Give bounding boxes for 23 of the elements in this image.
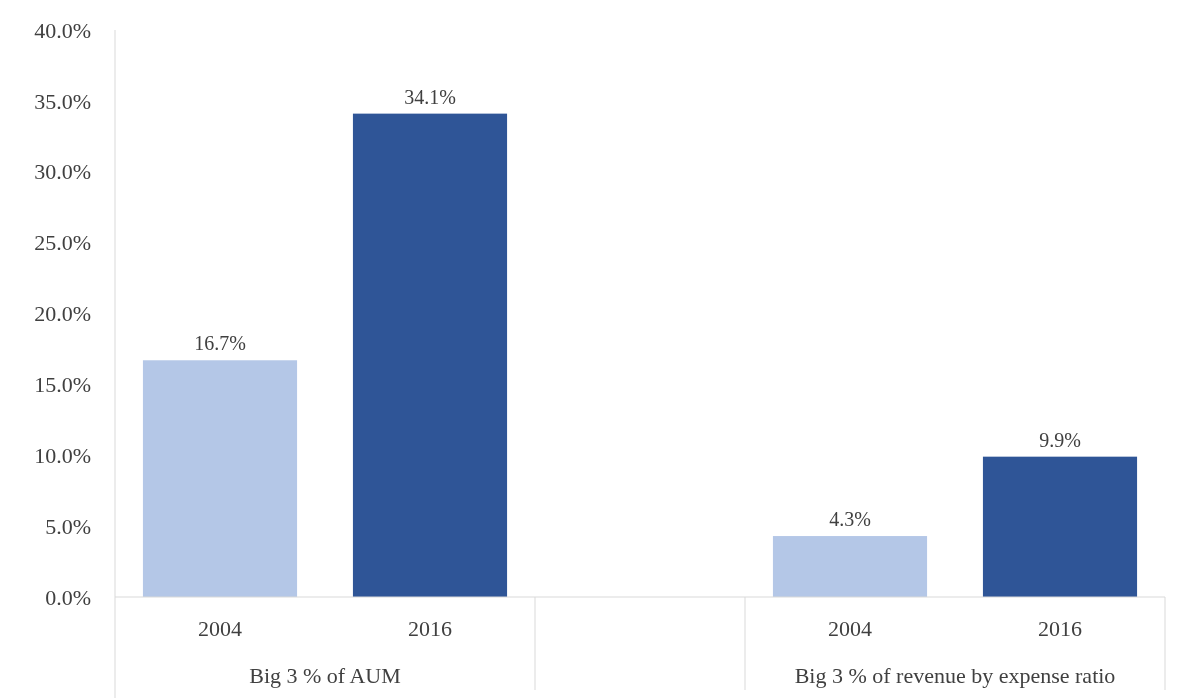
text: Big 3 % of AUM [249, 663, 401, 688]
x-tick-label: 2004 [198, 616, 242, 641]
bar [352, 113, 508, 597]
data-label: 16.7% [194, 332, 246, 355]
data-label: 4.3% [829, 508, 871, 531]
y-tick-label: 0.0% [45, 584, 91, 610]
text: Big 3 % of revenue by expense ratio [794, 663, 1116, 688]
data-label: 9.9% [1039, 428, 1081, 451]
y-tick-label: 15.0% [34, 372, 91, 398]
y-tick-label: 35.0% [34, 88, 91, 114]
y-tick-label: 20.0% [34, 301, 91, 327]
x-tick-label: 2004 [828, 616, 872, 641]
y-tick-label: 40.0% [34, 17, 91, 43]
y-tick-label: 25.0% [34, 230, 91, 256]
bar [142, 360, 298, 597]
y-tick-label: 10.0% [34, 442, 91, 468]
y-tick-label: 30.0% [34, 159, 91, 185]
y-tick-label: 5.0% [45, 513, 91, 539]
x-tick-label: 2016 [408, 616, 452, 641]
data-label: 34.1% [404, 85, 456, 108]
x-tick-label: 2016 [1038, 616, 1082, 641]
bar [772, 536, 928, 597]
bar [982, 456, 1138, 597]
